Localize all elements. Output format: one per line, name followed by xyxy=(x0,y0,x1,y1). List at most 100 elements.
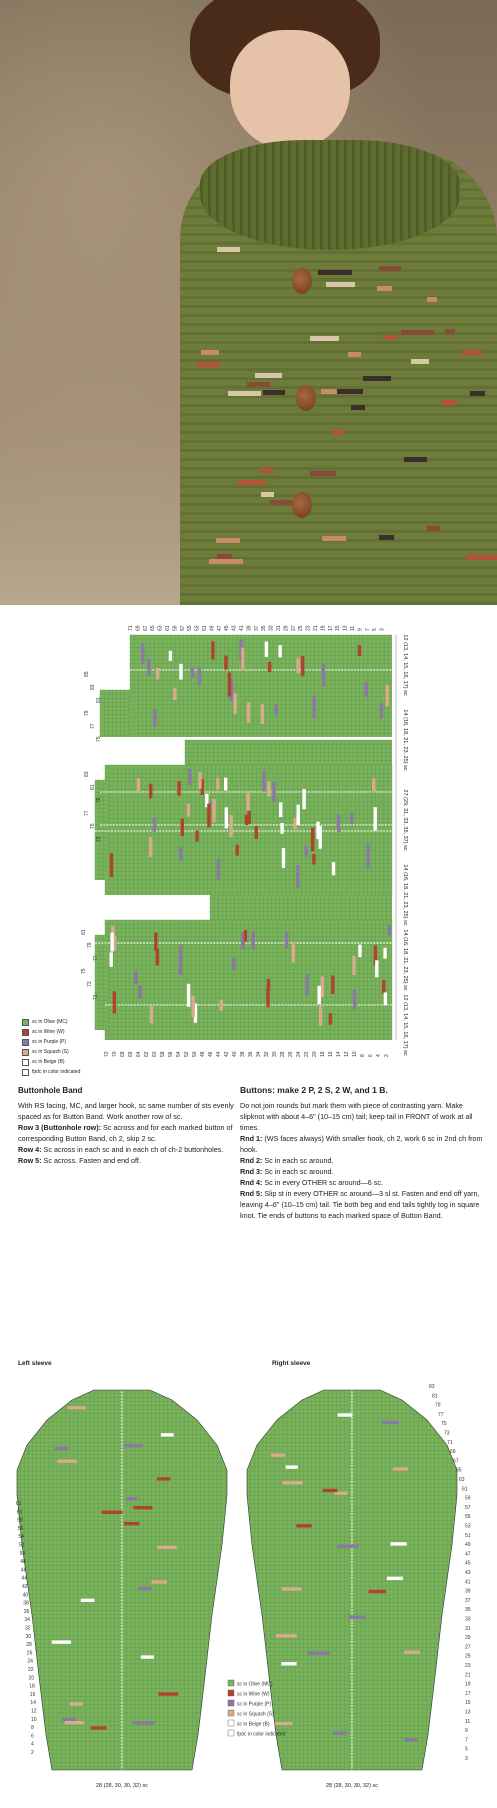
sleeve-row-number: 3 xyxy=(465,1756,468,1762)
chart-panel-front-top-step-gridlines xyxy=(99,689,130,737)
chart-row-number: 85 xyxy=(84,671,90,677)
photo-jacket-stripe xyxy=(322,536,346,541)
rnd1-text: (WS faces always) With smaller hook, ch … xyxy=(240,1134,483,1154)
chart-color-stitch xyxy=(111,925,115,939)
legend-item: sc in Purple (P) xyxy=(22,1037,92,1047)
chart-color-stitch xyxy=(195,830,199,842)
chart-color-stitch xyxy=(219,999,223,1011)
chart-color-stitch xyxy=(241,932,245,950)
sleeve-color-stitch xyxy=(393,1467,408,1471)
chart-row-number: 51 xyxy=(202,625,208,631)
sleeve-legend-swatch xyxy=(227,1679,235,1687)
chart-panel-back-step xyxy=(94,779,107,880)
chart-row-number: 59 xyxy=(172,625,178,631)
legend-swatch xyxy=(22,1038,29,1046)
sleeve-row-number: 57 xyxy=(465,1505,471,1511)
chart-color-stitch xyxy=(154,932,158,951)
jacket-photo xyxy=(0,0,497,605)
chart-panel-armhole-lower-fill xyxy=(210,895,392,920)
chart-color-stitch xyxy=(320,976,324,998)
chart-color-stitch xyxy=(267,781,271,797)
chart-row-number: 72 xyxy=(104,1051,110,1057)
photo-jacket-stripe xyxy=(260,468,273,473)
chart-row-number: 25 xyxy=(298,625,304,631)
sleeve-color-stitch xyxy=(390,1542,407,1546)
photo-jacket-stripe xyxy=(404,457,427,462)
chart-panel-back-step-fill xyxy=(95,780,107,880)
sleeve-row-number: 15 xyxy=(465,1700,471,1706)
chart-color-stitch xyxy=(279,802,283,818)
chart-panel-back xyxy=(104,764,393,895)
chart-color-stitch xyxy=(180,818,184,837)
sleeve-row-number: 79 xyxy=(435,1403,441,1409)
chart-row-number: 69 xyxy=(135,625,141,631)
sleeve-charts: 6260585654525048464442403836343230282624… xyxy=(16,1384,471,1789)
sleeve-row-number: 63 xyxy=(459,1477,465,1483)
photo-jacket-stripe xyxy=(445,329,455,334)
rnd3-instruction: Rnd 3: Sc in each sc around. xyxy=(240,1166,485,1177)
chart-row-number: 34 xyxy=(256,1051,262,1057)
chart-row-number: 53 xyxy=(195,625,201,631)
rnd5-text: Slip st in every OTHER sc around—3 sl st… xyxy=(240,1189,480,1220)
sleeve-row-number: 77 xyxy=(438,1412,444,1418)
sleeve-row-number: 11 xyxy=(465,1719,470,1725)
sleeve-row-number: 43 xyxy=(465,1570,471,1576)
chart-row-number: 62 xyxy=(144,1051,150,1057)
sleeve-color-stitch xyxy=(101,1510,123,1514)
chart-color-stitch xyxy=(373,945,378,966)
sleeve-color-stitch xyxy=(125,1497,138,1501)
sleeve-color-stitch xyxy=(281,1662,297,1666)
row5-label: Row 5: xyxy=(18,1156,42,1165)
legend-swatch xyxy=(22,1058,29,1066)
photo-jacket-stripe xyxy=(247,382,270,387)
chart-color-stitch xyxy=(246,702,251,723)
legend-swatch xyxy=(22,1028,29,1036)
sleeve-row-number: 6 xyxy=(31,1733,34,1739)
chart-side-note: 14 (16, 18, 21, 23, 25) sc xyxy=(402,864,408,925)
row5-instruction: Row 5: Sc across. Fasten and end off. xyxy=(18,1155,236,1166)
chart-color-stitch xyxy=(352,989,357,1010)
chart-row-number: 49 xyxy=(209,625,215,631)
legend-label: sc in Squash (S) xyxy=(32,1049,69,1055)
chart-panel-front-bottom-step xyxy=(94,934,107,1030)
sleeve-row-number: 31 xyxy=(465,1626,471,1632)
chart-row-number: 27 xyxy=(291,625,297,631)
sleeve-row-number: 83 xyxy=(429,1384,435,1390)
sleeve-row-number: 24 xyxy=(27,1659,33,1665)
chart-color-stitch xyxy=(304,845,308,857)
sleeve-row-number: 46 xyxy=(21,1567,27,1573)
right-sleeve-label: Right sleeve xyxy=(272,1360,311,1367)
chart-color-stitch xyxy=(312,695,316,719)
photo-jacket-stripe xyxy=(332,430,344,435)
chart-row-number: 38 xyxy=(240,1051,246,1057)
chart-color-stitch xyxy=(305,974,309,996)
chart-row-number: 66 xyxy=(128,1051,134,1057)
chart-row-number: 37 xyxy=(254,625,260,631)
chart-row-number: 50 xyxy=(192,1051,198,1057)
sleeve-row-number: 19 xyxy=(465,1682,471,1688)
buttonhole-band-column: Buttonhole Band With RS facing, MC, and … xyxy=(18,1085,236,1166)
photo-jacket-stripe xyxy=(228,391,261,396)
sleeve-color-stitch xyxy=(80,1598,95,1602)
chart-panel-front-top-step-fill xyxy=(100,690,130,737)
legend-label: fpdc in color indicated xyxy=(32,1069,81,1075)
sleeve-row-number: 9 xyxy=(465,1728,468,1734)
chart-panel-armhole-lower-gridlines xyxy=(209,894,392,920)
photo-jacket-stripe xyxy=(201,350,219,355)
photo-jacket-stripe xyxy=(462,350,482,355)
chart-color-stitch xyxy=(268,661,272,672)
sleeve-row-number: 50 xyxy=(20,1551,26,1557)
chart-color-stitch xyxy=(191,996,195,1018)
photo-button xyxy=(292,492,312,518)
sleeve-color-stitch xyxy=(151,1580,167,1584)
chart-color-stitch xyxy=(212,798,216,823)
sleeve-row-number: 60 xyxy=(17,1509,23,1515)
chart-color-stitch xyxy=(296,804,300,826)
chart-color-stitch xyxy=(274,703,278,716)
chart-row-number: 18 xyxy=(320,1051,326,1057)
chart-row-number: 61 xyxy=(165,625,171,631)
sleeve-row-number: 27 xyxy=(465,1644,471,1650)
sleeve-row-number: 73 xyxy=(444,1431,450,1437)
photo-jacket-stripe xyxy=(379,535,394,540)
row3-label: Row 3 (Buttonhole row): xyxy=(18,1123,102,1132)
